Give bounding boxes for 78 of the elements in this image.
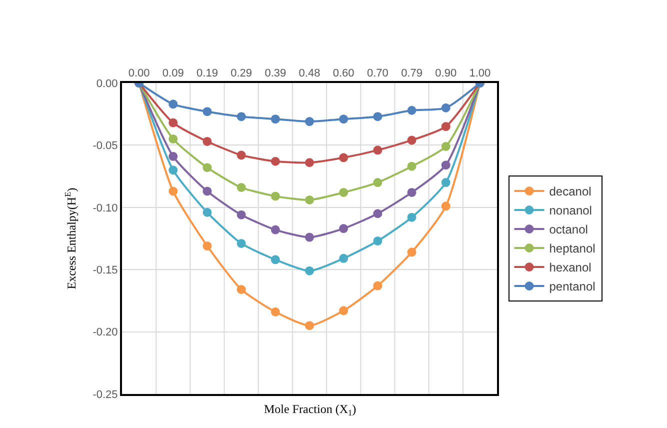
point (168, 100, 178, 109)
point (407, 162, 416, 171)
point (407, 212, 416, 222)
point (236, 112, 246, 122)
point (270, 255, 280, 264)
point (407, 188, 416, 197)
point (339, 114, 348, 124)
x-tick-label: 0.90 (435, 68, 457, 80)
x-tick-label: 1.00 (469, 68, 491, 80)
point (305, 232, 314, 242)
point (270, 156, 280, 166)
y-tick-label: -0.20 (92, 326, 118, 339)
point (202, 136, 212, 146)
point (305, 321, 314, 330)
legend-label: nonanol (549, 204, 592, 218)
point (236, 150, 246, 160)
point (305, 195, 314, 204)
point (236, 210, 246, 220)
legend-label: octanol (549, 222, 588, 237)
point (339, 306, 348, 316)
point (270, 114, 280, 124)
x-tick-label: 0.19 (196, 68, 218, 80)
point (202, 241, 212, 250)
point (168, 134, 178, 144)
point (407, 248, 416, 257)
y-tick-label: -0.15 (92, 264, 118, 276)
legend-label: decanol (549, 184, 592, 199)
point (441, 202, 450, 211)
point (236, 285, 246, 294)
point (441, 103, 450, 112)
y-tick-label: 0.00 (96, 78, 118, 90)
point (373, 209, 382, 218)
x-tick-label: 0.39 (264, 68, 286, 80)
x-axis-title: Mole Fraction (X$_{1}$) (264, 402, 356, 418)
point (339, 153, 348, 162)
y-tick-label: -0.05 (92, 140, 118, 152)
point (202, 208, 212, 217)
legend-label: pentanol (549, 280, 596, 294)
x-tick-label: 0.00 (128, 68, 150, 80)
legend-label: hexanol (549, 260, 592, 275)
x-tick-label: 0.09 (162, 68, 184, 80)
point (441, 122, 450, 132)
point (305, 158, 314, 168)
point (270, 225, 280, 234)
point (270, 307, 280, 316)
point (339, 254, 348, 263)
x-tick-label: 0.79 (401, 68, 422, 80)
point (168, 118, 178, 128)
point (373, 236, 382, 246)
point (168, 186, 178, 196)
point (441, 142, 450, 151)
x-tick-label: 0.29 (230, 68, 252, 80)
x-tick-label: 0.70 (366, 68, 388, 80)
point (305, 266, 314, 276)
point (305, 117, 314, 126)
point (407, 136, 416, 145)
point (339, 224, 348, 234)
point (373, 178, 382, 188)
point (270, 192, 280, 201)
point (202, 107, 212, 116)
point (168, 166, 178, 175)
point (373, 281, 382, 290)
point (202, 186, 212, 196)
legend-label: heptanol (549, 242, 596, 256)
y-tick-label: -0.10 (92, 202, 118, 214)
point (373, 112, 382, 122)
point (236, 183, 246, 192)
point (407, 106, 416, 115)
point (339, 188, 348, 197)
point (373, 146, 382, 155)
point (441, 178, 450, 188)
x-tick-label: 0.48 (298, 68, 320, 80)
point (236, 238, 246, 248)
point (202, 163, 212, 172)
y-tick-label: -0.25 (92, 388, 118, 401)
point (441, 160, 450, 170)
point (168, 152, 178, 161)
x-tick-label: 0.60 (332, 68, 354, 80)
